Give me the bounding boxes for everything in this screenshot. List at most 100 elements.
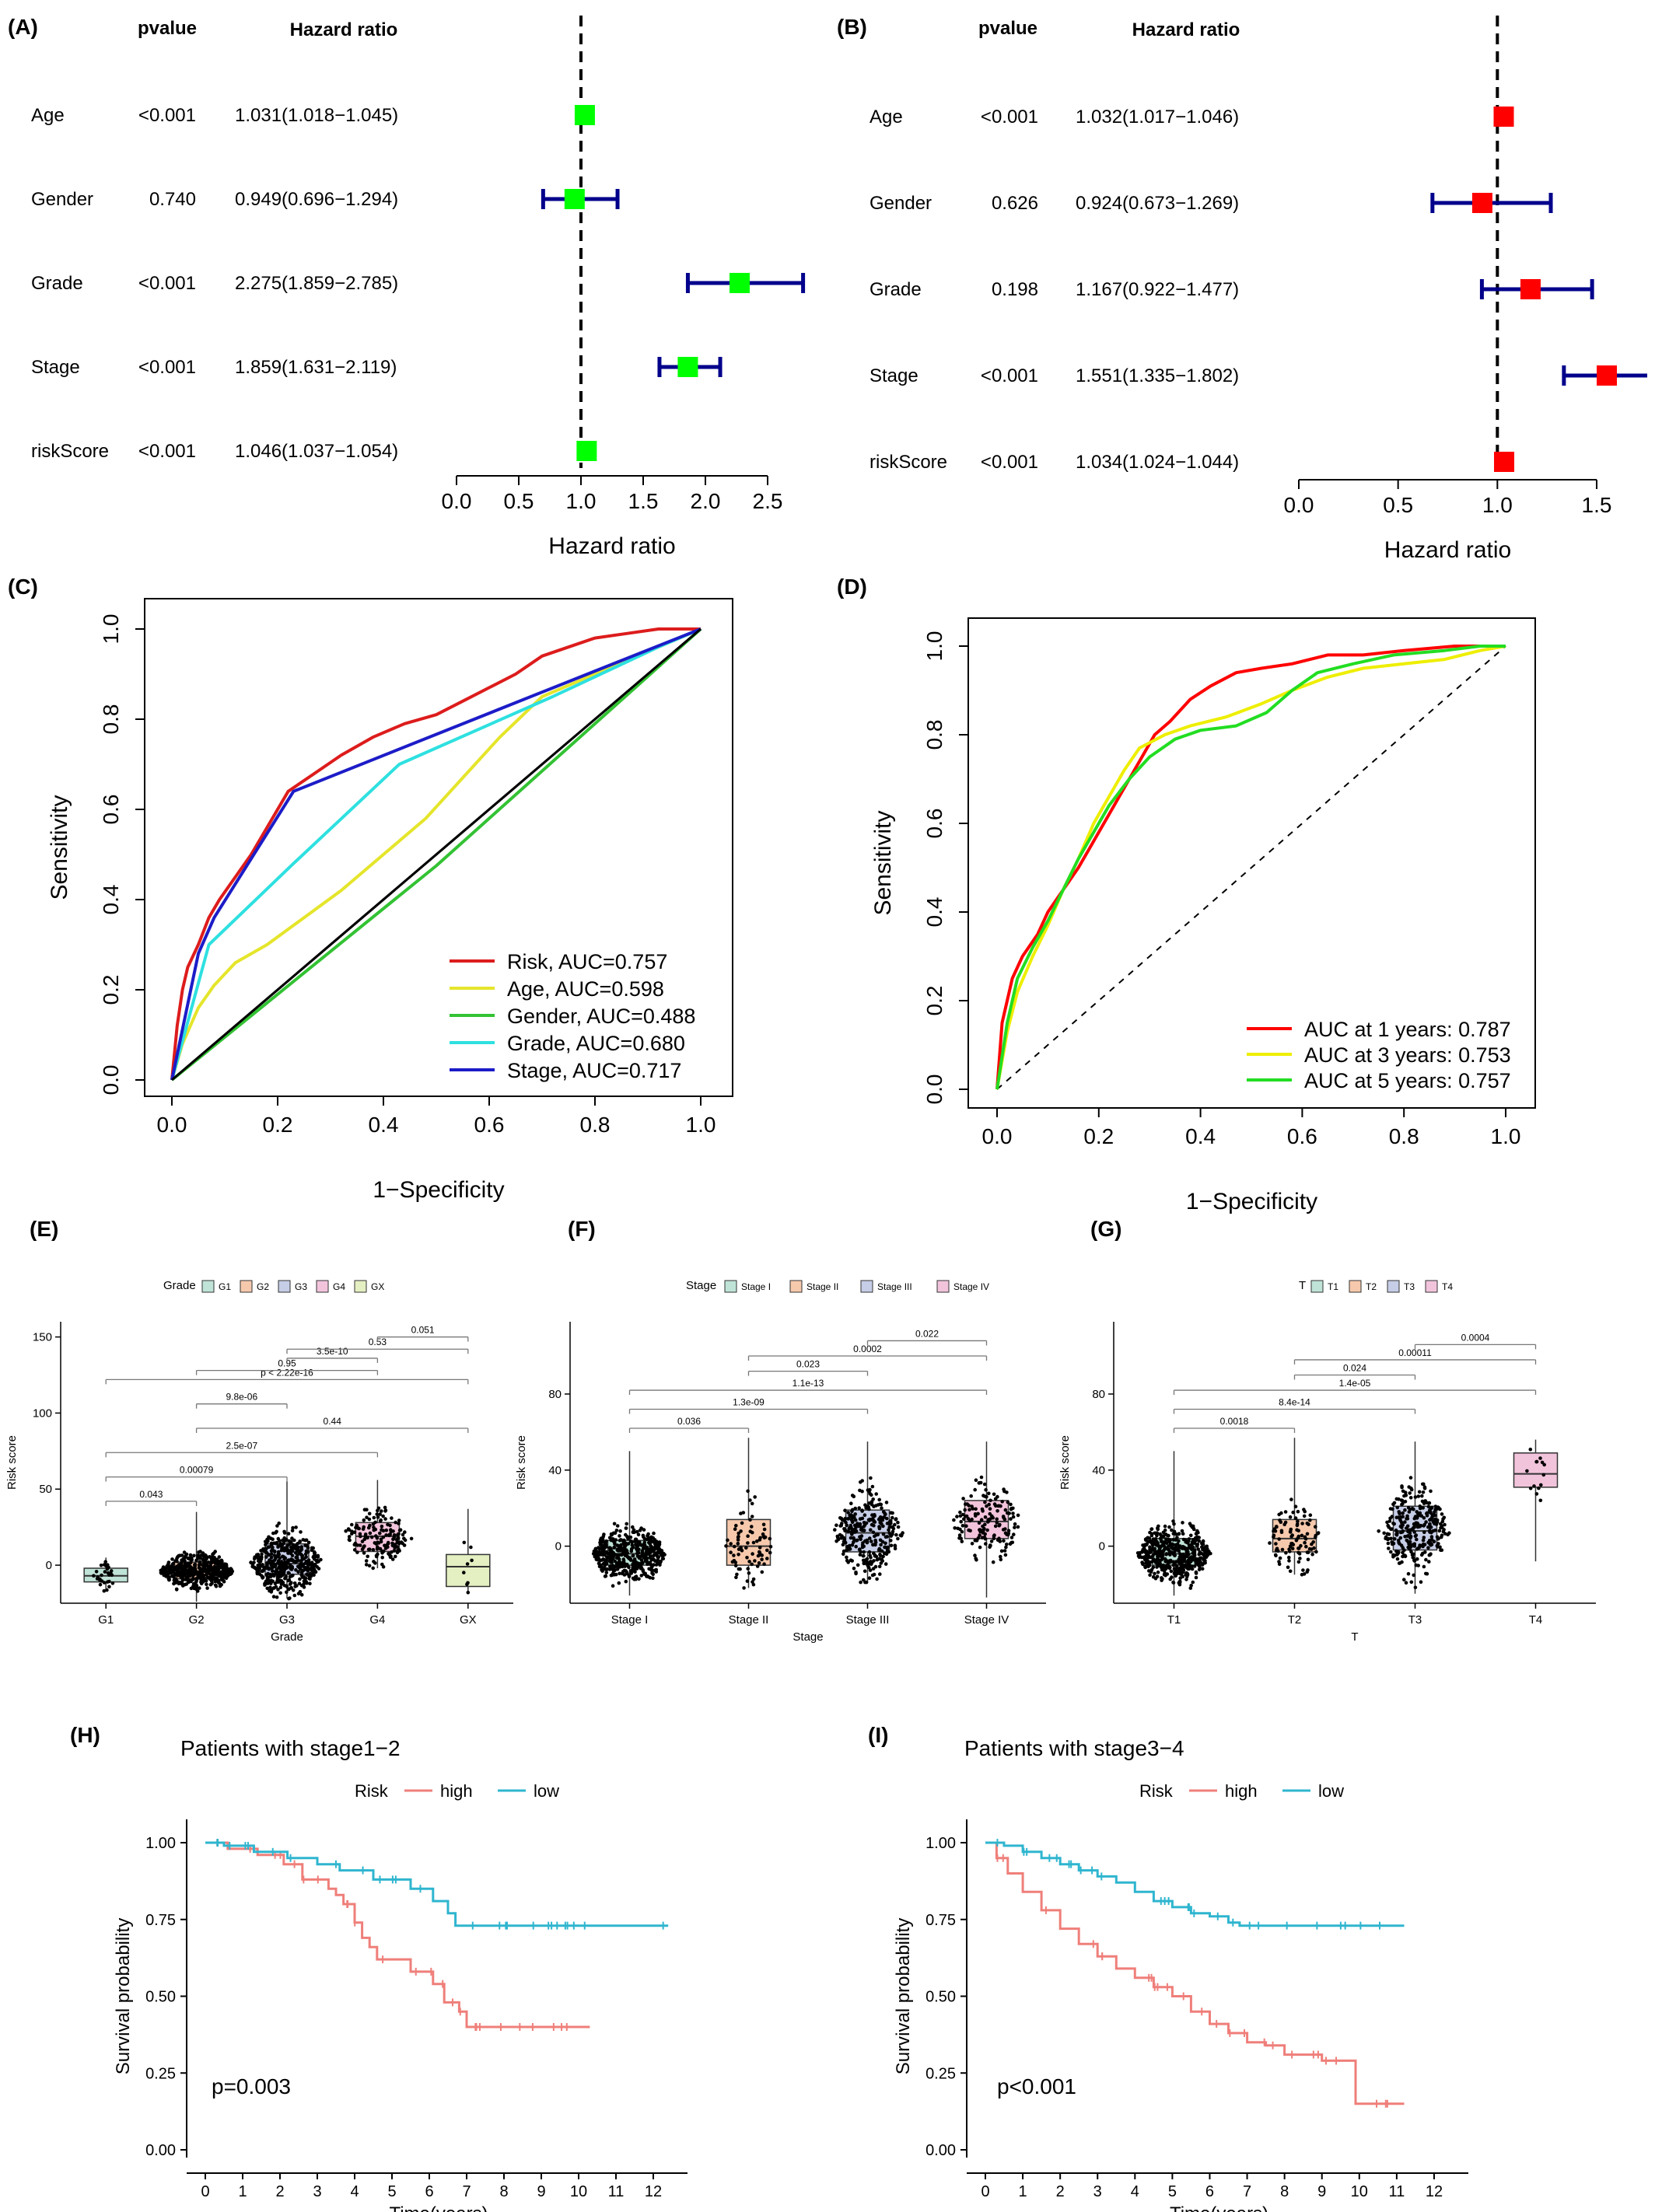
data-point [1288,1569,1293,1574]
data-point [1404,1493,1408,1497]
data-point [633,1565,637,1569]
data-point [995,1509,999,1513]
x-tick-label: Stage II [729,1613,769,1627]
data-point [289,1539,293,1544]
data-point [306,1540,311,1545]
data-point [974,1478,978,1482]
data-point [272,1553,277,1557]
legend-label: G1 [219,1281,231,1292]
data-point [1542,1462,1546,1467]
x-tick-label: 1.0 [686,1113,716,1137]
data-point [841,1549,846,1553]
data-point [299,1548,303,1553]
hazard-ratio-value: 1.859(1.631−2.119) [235,357,397,378]
data-point [319,1557,323,1562]
data-point [1409,1550,1413,1554]
data-point [860,1545,865,1550]
data-point [1393,1553,1397,1557]
data-point [269,1549,274,1553]
data-point [1314,1535,1317,1539]
legend-label: low [1318,1781,1344,1801]
data-point [268,1585,272,1589]
data-point [622,1538,626,1543]
data-point [1389,1536,1393,1541]
data-point [1412,1530,1416,1534]
data-point [648,1539,653,1543]
data-point [395,1550,400,1554]
data-point [1189,1543,1193,1547]
data-point [1013,1522,1017,1526]
diagonal-reference-overlay [171,627,702,1082]
data-point [287,1571,291,1575]
data-point [187,1563,191,1567]
data-point [876,1532,880,1536]
data-point [306,1558,311,1562]
legend-label: GX [371,1281,384,1292]
data-point [886,1545,890,1550]
data-point [747,1571,751,1575]
data-point [102,1581,107,1585]
x-tick-label: Stage III [846,1613,890,1627]
data-point [278,1591,282,1595]
data-point [1299,1543,1303,1548]
data-point [285,1584,289,1588]
data-point [1388,1516,1392,1521]
data-point [1393,1537,1397,1541]
data-point [291,1543,295,1546]
data-point [620,1553,624,1557]
data-point [201,1579,205,1583]
data-point [1003,1553,1008,1557]
data-point [987,1502,991,1507]
legend-label: Stage, AUC=0.717 [507,1059,681,1082]
data-point [344,1529,348,1533]
roc-curve [170,627,701,1081]
data-point [609,1573,614,1578]
data-point [1300,1522,1304,1525]
data-point [387,1551,390,1556]
data-point [1399,1498,1404,1502]
data-point [198,1560,202,1564]
data-point [1540,1460,1545,1465]
data-point [362,1537,367,1541]
data-point [352,1530,357,1534]
data-point [873,1534,876,1539]
data-point [191,1576,195,1581]
data-point [1425,1511,1429,1515]
data-point [1386,1523,1390,1528]
x-tick-label: 0.0 [982,1124,1013,1148]
data-point [1402,1578,1406,1581]
legend-swatch [860,1280,873,1293]
data-point [613,1531,618,1535]
data-point [979,1518,984,1522]
data-point [192,1553,196,1558]
data-point [212,1551,216,1556]
data-point [360,1539,365,1543]
data-point [635,1529,639,1534]
survival-curve [205,1841,590,2029]
data-point [1163,1524,1167,1529]
data-point [1011,1511,1015,1515]
data-point [1399,1515,1403,1519]
data-point [272,1549,277,1553]
data-point [403,1538,408,1543]
data-point [1002,1517,1007,1522]
data-point [751,1580,754,1584]
data-point [281,1570,285,1574]
data-point [869,1500,874,1504]
data-point [308,1581,312,1585]
data-point [1191,1551,1195,1556]
hazard-ratio-value: 1.046(1.037−1.054) [235,441,398,462]
data-point [650,1564,655,1568]
data-point [313,1551,317,1555]
legend-title: T [1299,1279,1306,1292]
data-point [1422,1536,1426,1539]
data-point [850,1559,854,1563]
data-point [1416,1494,1421,1498]
x-tick-label: 0.4 [369,1113,399,1137]
data-point [1407,1485,1411,1489]
data-point [1154,1543,1159,1547]
data-point [970,1542,974,1546]
data-point [352,1548,357,1552]
data-point [604,1571,609,1574]
data-point [1413,1534,1418,1539]
